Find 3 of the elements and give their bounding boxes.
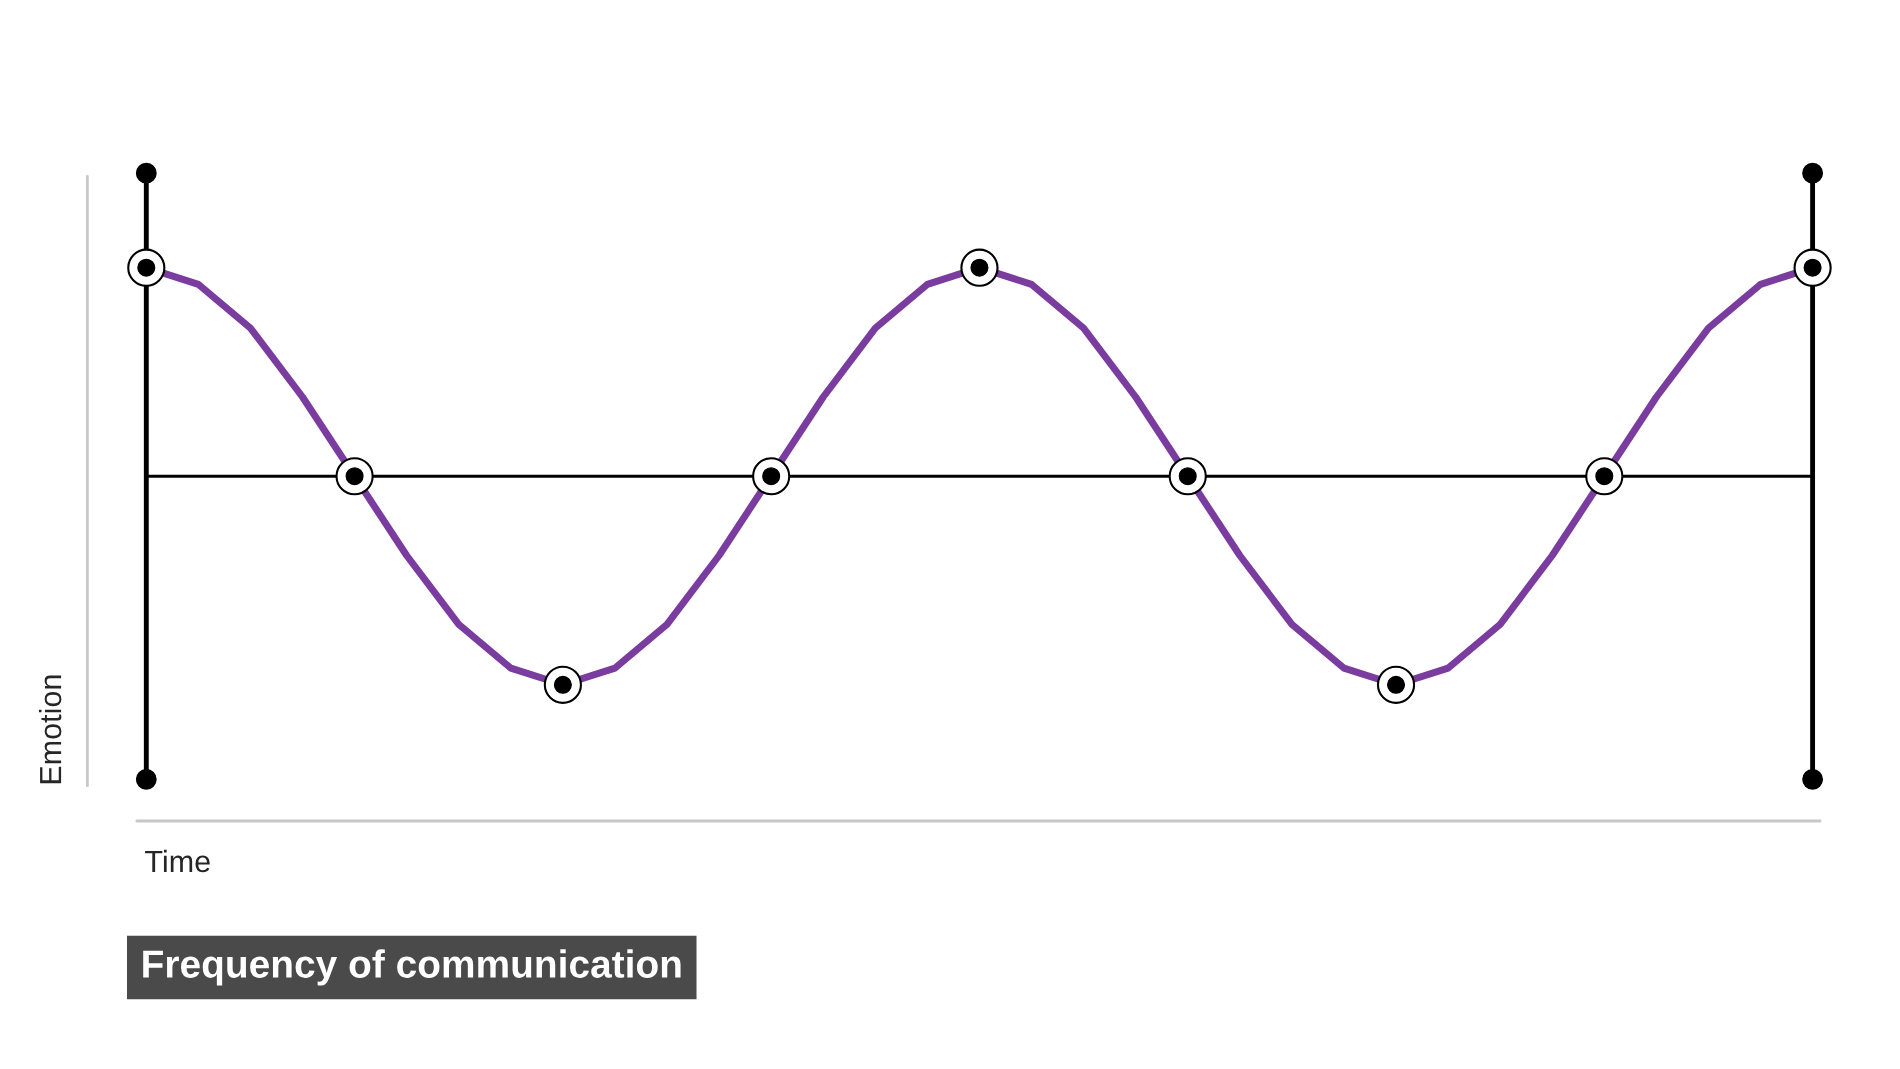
text: Frequency of communication bbox=[143, 949, 681, 986]
text: Time bbox=[145, 849, 210, 873]
y-axis-title: Emotion bbox=[38, 675, 62, 784]
